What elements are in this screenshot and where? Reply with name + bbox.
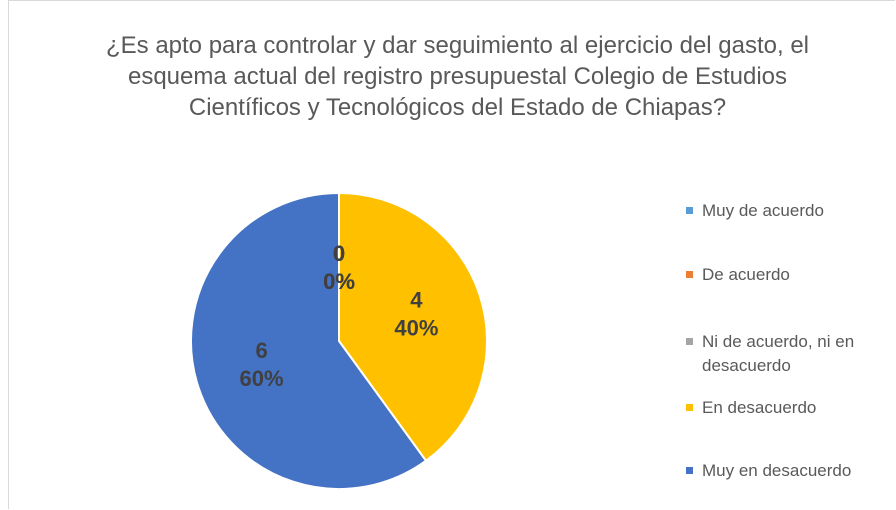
legend-swatch — [686, 338, 693, 345]
legend-swatch — [686, 467, 693, 474]
data-label-value: 0 — [333, 241, 345, 266]
data-label-value: 0 — [333, 241, 345, 266]
legend-swatch — [686, 271, 693, 278]
legend-label: En desacuerdo — [702, 398, 817, 417]
legend-item: En desacuerdo — [686, 396, 891, 420]
legend-item: Ni de acuerdo, ni en desacuerdo — [686, 330, 891, 378]
pie-slice — [338, 191, 488, 463]
legend-item: De acuerdo — [686, 263, 891, 287]
data-label-value: 4 — [410, 288, 423, 313]
legend-label: De acuerdo — [702, 265, 790, 284]
data-label-percent: 0% — [323, 269, 355, 294]
chart-title: ¿Es apto para controlar y dar seguimient… — [105, 32, 810, 121]
data-label-value: 6 — [255, 338, 267, 363]
data-label-percent: 0% — [323, 269, 355, 294]
legend-label: Muy en desacuerdo — [702, 461, 852, 480]
legend-swatch — [686, 207, 693, 214]
data-label-percent: 60% — [240, 366, 284, 391]
data-label-value: 0 — [333, 241, 345, 266]
pie-slice — [190, 191, 428, 490]
legend-item: Muy de acuerdo — [686, 199, 891, 223]
legend-label: Ni de acuerdo, ni en desacuerdo — [702, 332, 855, 375]
legend-label: Muy de acuerdo — [702, 201, 824, 220]
data-label-percent: 0% — [323, 269, 355, 294]
legend-item: Muy en desacuerdo — [686, 459, 891, 483]
data-label-percent: 40% — [394, 316, 438, 341]
chart-border — [8, 0, 895, 509]
legend-swatch — [686, 404, 693, 411]
